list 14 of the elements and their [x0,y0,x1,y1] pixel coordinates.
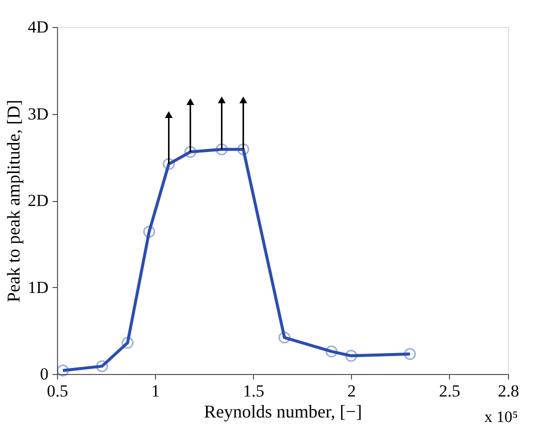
x-tick-label: 2.8 [498,382,520,400]
x-tick-label: 1.5 [242,382,264,400]
x-tick-label: 1 [151,382,160,400]
x-axis-title: Reynolds number, [−] [204,402,362,422]
y-tick-label: 1D [28,278,48,297]
y-tick-label: 0 [40,364,48,384]
y-axis-title: Peak to peak amplitude, [D] [4,100,24,302]
y-tick-label: 4D [28,18,48,36]
x-tick-label: 2.5 [439,382,460,400]
y-tick-label: 2D [28,191,48,210]
x-tick-label: 0.5 [46,382,68,400]
x-tick-label: 2 [347,382,356,400]
text: x 10⁵ [484,409,518,426]
y-tick-label: 3D [28,104,48,124]
